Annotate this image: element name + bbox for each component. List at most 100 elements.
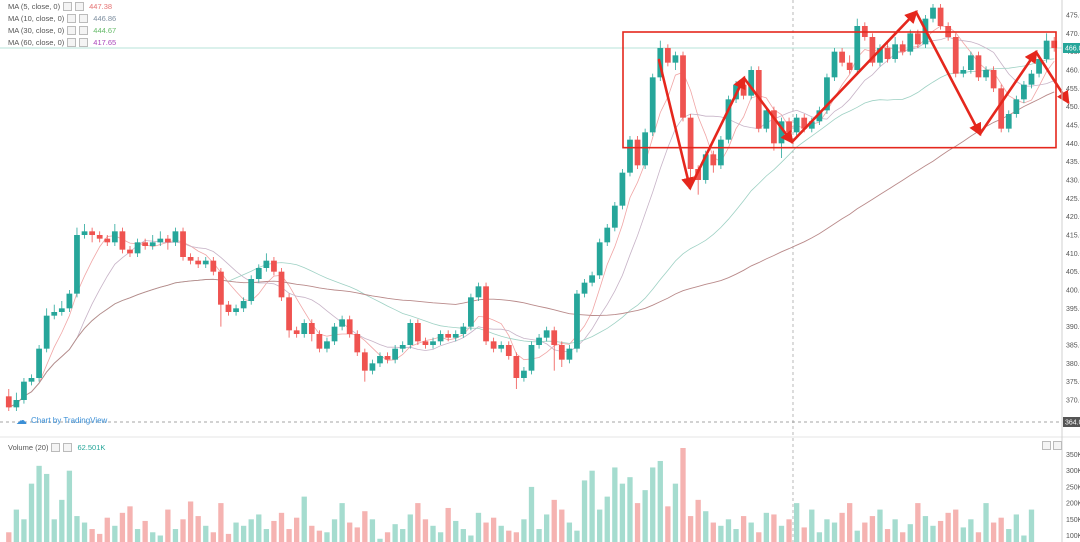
candle-body — [536, 337, 542, 345]
candle-body — [581, 282, 588, 294]
volume-bar — [286, 529, 292, 542]
volume-bar — [801, 527, 807, 542]
settings-icon[interactable] — [67, 14, 77, 23]
ma-legend-value: 417.65 — [93, 38, 117, 47]
volume-bar — [536, 529, 542, 542]
candle-body — [695, 169, 702, 180]
candle-body — [339, 319, 345, 327]
volume-bar — [134, 529, 141, 542]
candle-body — [422, 341, 429, 345]
close-icon[interactable] — [75, 2, 85, 11]
settings-icon[interactable] — [67, 26, 77, 35]
price-axis[interactable]: 475.0470.0465.0460.0455.0450.0445.0440.0… — [1061, 0, 1080, 437]
close-icon[interactable] — [63, 443, 73, 452]
candle-body — [899, 44, 906, 52]
ma-line-60 — [8, 91, 1055, 408]
candle-body — [21, 381, 27, 400]
candle-body — [952, 37, 959, 74]
candle-body — [13, 400, 20, 408]
candle-body — [816, 110, 823, 122]
candle-body — [748, 70, 755, 96]
volume-bar — [13, 509, 20, 542]
volume-bar — [884, 529, 891, 542]
pane-maximize-icon[interactable] — [1042, 441, 1051, 450]
candle-body — [680, 55, 686, 118]
volume-bar — [657, 460, 663, 542]
candle-body — [498, 345, 505, 349]
volume-bar — [36, 465, 42, 542]
volume-bar — [937, 520, 944, 542]
volume-bar — [1006, 529, 1012, 542]
volume-bar — [119, 512, 126, 542]
candle-body — [937, 7, 944, 27]
candle-body — [1028, 73, 1035, 85]
volume-bar — [1021, 535, 1027, 542]
volume-bar — [97, 533, 103, 542]
settings-icon[interactable] — [51, 443, 61, 452]
volume-bar — [612, 467, 618, 542]
candle-body — [187, 257, 194, 261]
volume-bar — [392, 524, 398, 542]
settings-icon[interactable] — [67, 38, 77, 47]
tradingview-watermark[interactable]: ☁ Chart by TradingView — [16, 414, 107, 427]
candle-body — [172, 231, 179, 243]
candle-body — [104, 238, 111, 243]
volume-bar — [597, 509, 603, 542]
volume-bar — [339, 503, 345, 542]
volume-bar — [604, 496, 610, 542]
volume-bar — [574, 530, 580, 542]
volume-bar — [642, 490, 648, 542]
zigzag-arrow — [688, 75, 746, 190]
candle-body — [430, 341, 436, 345]
zigzag-arrow — [790, 10, 918, 144]
candle-body — [808, 121, 815, 129]
candle-body — [149, 242, 156, 246]
price-tick-label: 460.0 — [1066, 68, 1080, 75]
ma-legend-value: 447.38 — [89, 2, 113, 11]
candle-body — [854, 26, 861, 70]
volume-bar — [278, 512, 285, 542]
candle-body — [831, 51, 838, 78]
volume-bar — [930, 525, 936, 542]
candle-body — [354, 334, 361, 353]
candle-body — [399, 345, 406, 349]
volume-tick-label: 100K — [1066, 533, 1080, 540]
volume-bar — [104, 517, 110, 542]
candle-body — [157, 238, 164, 243]
candle-body — [127, 249, 133, 254]
candle-body — [119, 231, 126, 250]
settings-icon[interactable] — [63, 2, 73, 11]
volume-bar — [369, 519, 376, 542]
ma-legend-row: MA (5, close, 0) 447.38 — [8, 2, 112, 11]
volume-bar — [551, 499, 557, 542]
candle-body — [164, 238, 171, 243]
volume-bar — [74, 516, 80, 542]
candle-body — [839, 51, 845, 63]
close-icon[interactable] — [79, 14, 89, 23]
candle-body — [28, 378, 35, 382]
candle-body — [286, 297, 292, 331]
candle-body — [51, 312, 58, 316]
candle-body — [414, 323, 421, 342]
price-tick-label: 405.0 — [1066, 269, 1080, 276]
candle-body — [263, 260, 270, 268]
volume-bar — [680, 448, 686, 542]
close-icon[interactable] — [79, 26, 89, 35]
pane-collapse-icon[interactable] — [1053, 441, 1062, 450]
candle-body — [134, 242, 141, 254]
volume-bar — [172, 529, 179, 542]
candle-body — [763, 110, 770, 129]
close-icon[interactable] — [79, 38, 89, 47]
volume-bar — [627, 477, 633, 542]
ma-legend-row: MA (30, close, 0) 444.67 — [8, 26, 116, 35]
candle-body — [384, 356, 391, 360]
candle-body — [293, 330, 300, 334]
volume-bar — [718, 525, 724, 542]
volume-axis[interactable]: 350K 300K 250K 200K 150K 100K — [1061, 437, 1080, 542]
candle-body — [210, 260, 217, 272]
volume-bar — [945, 512, 951, 542]
volume-bar — [900, 532, 906, 542]
volume-bar — [51, 519, 57, 542]
volume-bar — [180, 519, 186, 542]
